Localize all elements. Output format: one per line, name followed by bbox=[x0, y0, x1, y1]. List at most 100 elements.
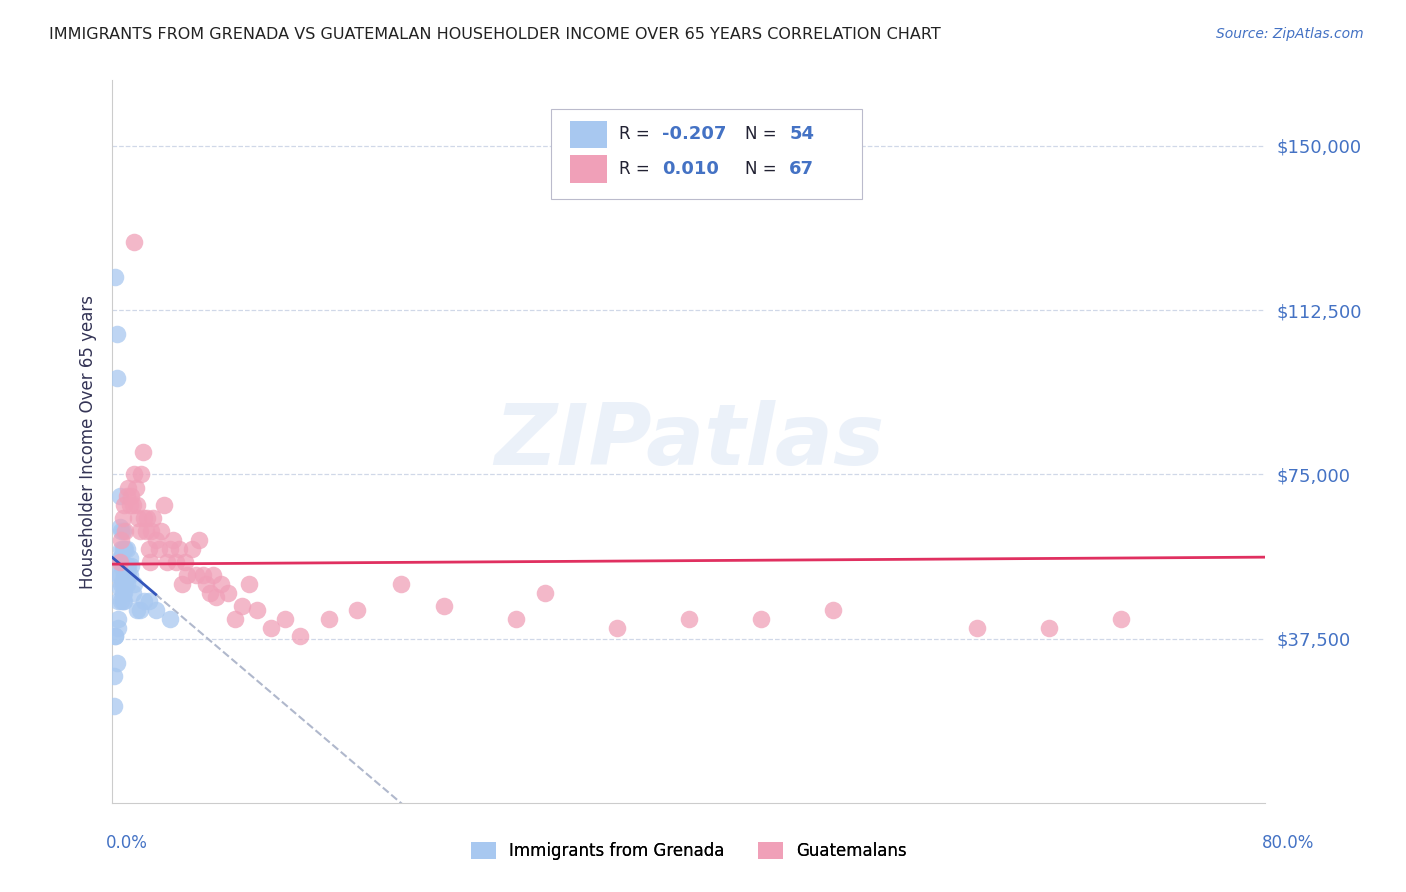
Point bbox=[122, 235, 145, 250]
Point bbox=[103, 699, 125, 714]
Point bbox=[110, 577, 132, 591]
Y-axis label: Householder Income Over 65 years: Householder Income Over 65 years bbox=[79, 294, 97, 589]
Point bbox=[114, 568, 136, 582]
Point bbox=[111, 524, 134, 539]
Point bbox=[141, 524, 163, 539]
Point bbox=[118, 498, 141, 512]
Point bbox=[145, 603, 167, 617]
Point bbox=[103, 669, 125, 683]
Point bbox=[167, 541, 190, 556]
Point bbox=[134, 511, 156, 525]
Point bbox=[129, 467, 153, 482]
Point bbox=[124, 481, 146, 495]
Text: N =: N = bbox=[745, 126, 782, 144]
Point bbox=[173, 555, 195, 569]
Point bbox=[117, 568, 139, 582]
Point bbox=[260, 621, 283, 635]
Point bbox=[110, 594, 132, 608]
Point bbox=[115, 559, 138, 574]
Point bbox=[288, 629, 311, 643]
Point bbox=[112, 559, 135, 574]
Point bbox=[110, 559, 132, 574]
Point bbox=[966, 621, 988, 635]
Point bbox=[1038, 621, 1060, 635]
Point bbox=[433, 599, 456, 613]
Text: 0.0%: 0.0% bbox=[105, 834, 148, 852]
Point bbox=[132, 445, 155, 459]
Point bbox=[148, 541, 170, 556]
Point bbox=[534, 585, 557, 599]
Point bbox=[104, 629, 127, 643]
Point bbox=[134, 594, 156, 608]
Point bbox=[606, 621, 628, 635]
Point bbox=[112, 541, 135, 556]
Text: 67: 67 bbox=[789, 161, 814, 178]
FancyBboxPatch shape bbox=[571, 155, 607, 183]
Point bbox=[111, 594, 134, 608]
Text: 80.0%: 80.0% bbox=[1263, 834, 1315, 852]
Point bbox=[118, 568, 141, 582]
Point bbox=[105, 371, 128, 385]
Point bbox=[209, 577, 232, 591]
Point bbox=[128, 524, 150, 539]
Point bbox=[153, 498, 176, 512]
Point bbox=[114, 524, 136, 539]
Point bbox=[749, 612, 772, 626]
Point bbox=[170, 577, 193, 591]
Point bbox=[125, 603, 148, 617]
Point bbox=[111, 577, 134, 591]
Point bbox=[111, 541, 134, 556]
Point bbox=[138, 594, 160, 608]
Point bbox=[122, 467, 145, 482]
Text: 54: 54 bbox=[789, 126, 814, 144]
Point bbox=[136, 511, 159, 525]
Point bbox=[122, 577, 145, 591]
Point bbox=[202, 568, 225, 582]
FancyBboxPatch shape bbox=[571, 120, 607, 148]
Point bbox=[145, 533, 167, 547]
Point bbox=[180, 541, 202, 556]
Point bbox=[114, 577, 136, 591]
Point bbox=[105, 656, 128, 670]
Point bbox=[111, 511, 134, 525]
Point bbox=[108, 550, 131, 565]
Point bbox=[138, 541, 160, 556]
Point bbox=[107, 594, 129, 608]
Text: 0.010: 0.010 bbox=[662, 161, 720, 178]
Point bbox=[159, 541, 181, 556]
Point bbox=[112, 594, 135, 608]
Point bbox=[1111, 612, 1133, 626]
Point bbox=[121, 585, 143, 599]
Point bbox=[188, 533, 211, 547]
Point bbox=[110, 541, 132, 556]
Point bbox=[112, 498, 135, 512]
Point bbox=[128, 603, 150, 617]
Point bbox=[111, 559, 134, 574]
Point bbox=[389, 577, 412, 591]
Point bbox=[125, 498, 148, 512]
Point bbox=[108, 489, 131, 503]
Point bbox=[112, 568, 135, 582]
Point bbox=[115, 568, 138, 582]
Point bbox=[120, 489, 142, 503]
Point bbox=[108, 581, 131, 595]
Point bbox=[114, 541, 136, 556]
Point bbox=[108, 568, 131, 582]
Point bbox=[117, 559, 139, 574]
Point bbox=[117, 481, 139, 495]
Text: R =: R = bbox=[619, 161, 655, 178]
Point bbox=[110, 550, 132, 565]
Text: N =: N = bbox=[745, 161, 782, 178]
Point bbox=[107, 612, 129, 626]
Legend: Immigrants from Grenada, Guatemalans: Immigrants from Grenada, Guatemalans bbox=[464, 835, 914, 867]
Point bbox=[165, 555, 187, 569]
Point bbox=[195, 577, 218, 591]
Point bbox=[110, 533, 132, 547]
Point bbox=[346, 603, 368, 617]
Point bbox=[121, 498, 143, 512]
Point bbox=[115, 577, 138, 591]
Point bbox=[107, 568, 129, 582]
Point bbox=[120, 559, 142, 574]
Point bbox=[115, 489, 138, 503]
Text: -0.207: -0.207 bbox=[662, 126, 727, 144]
